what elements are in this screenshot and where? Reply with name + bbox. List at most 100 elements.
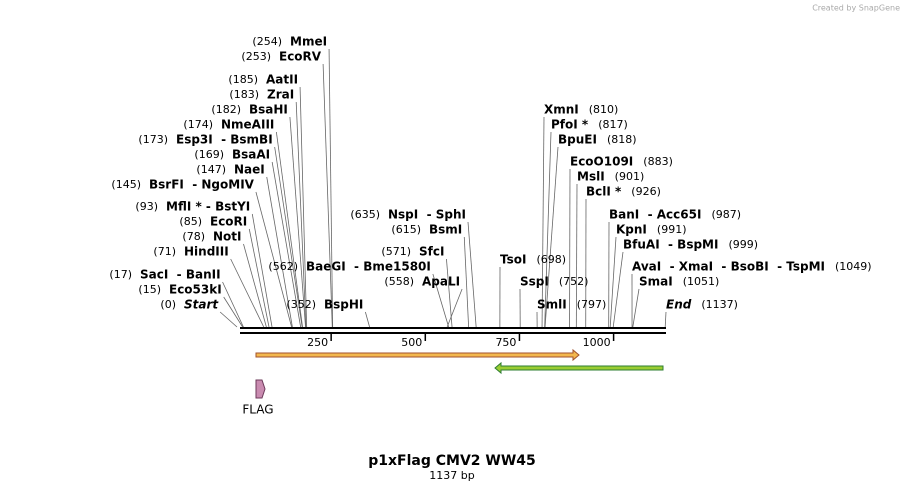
site-name: NspI - SphI (388, 208, 466, 222)
feature-label: FLAG (242, 403, 273, 417)
site-name: HindIII (184, 245, 229, 259)
site-position: (901) (615, 170, 645, 183)
site-position: (352) (286, 298, 316, 311)
site-position: (752) (559, 275, 589, 288)
site-connector (544, 131, 552, 328)
site-position: (145) (111, 178, 141, 191)
site-name: EcoO109I (570, 155, 633, 169)
site-position: (183) (229, 88, 259, 101)
site-position: (883) (643, 155, 673, 168)
site-name: SmlI (537, 298, 567, 312)
site-position: (1051) (683, 275, 720, 288)
site-name: NotI (213, 230, 242, 244)
site-position: (818) (607, 133, 637, 146)
tick-label: 250 (307, 336, 328, 349)
site-connector (664, 311, 667, 328)
site-position: (173) (138, 133, 168, 146)
site-name: NaeI (234, 163, 265, 177)
site-name: ZraI (267, 88, 294, 102)
feature-arrow (255, 348, 580, 362)
site-name: BclI * (586, 185, 622, 199)
site-connector (219, 311, 238, 328)
site-position: (169) (194, 148, 224, 161)
site-position: (817) (598, 118, 628, 131)
site-position: (185) (228, 73, 258, 86)
site-connector (575, 183, 578, 328)
site-name: EcoRV (279, 50, 322, 64)
tick-label: 500 (401, 336, 422, 349)
site-name: Esp3I - BsmBI (176, 133, 273, 147)
site-name: MflI * - BstYI (166, 200, 250, 214)
site-name: BsmI (429, 223, 462, 237)
site-connector (463, 236, 470, 328)
site-name: MslI (577, 170, 605, 184)
site-name: KpnI (616, 223, 647, 237)
flag-feature (255, 379, 266, 399)
site-name: XmnI (544, 103, 579, 117)
site-connector (322, 63, 333, 328)
site-connector (255, 191, 292, 328)
site-name: BsaHI (249, 103, 288, 117)
site-connector (544, 146, 559, 328)
site-name: AvaI - XmaI - BsoBI - TspMI (632, 260, 825, 274)
site-name: BaeGI - Bme1580I (306, 260, 431, 274)
site-name: TsoI (500, 253, 526, 267)
site-name: Eco53kI (169, 283, 222, 297)
tick-label: 1000 (583, 336, 611, 349)
site-name: ApaLI (422, 275, 460, 289)
site-connector (446, 288, 463, 328)
site-position: (147) (196, 163, 226, 176)
map-title: p1xFlag CMV2 WW45 (368, 453, 536, 469)
site-connector (365, 311, 370, 328)
site-position: (1137) (701, 298, 738, 311)
site-connector (248, 228, 270, 328)
site-name: EcoRI (210, 215, 247, 229)
site-name: BsrFI - NgoMIV (149, 178, 255, 192)
site-connector (271, 161, 302, 328)
site-name: BspHI (324, 298, 363, 312)
site-position: (987) (711, 208, 741, 221)
site-connector (289, 116, 306, 328)
site-position: (926) (631, 185, 661, 198)
site-position: (1049) (835, 260, 872, 273)
site-position: (254) (252, 35, 282, 48)
site-name: SmaI (639, 275, 673, 289)
map-length: 1137 bp (429, 469, 474, 482)
site-name: BfuAI - BspMI (623, 238, 718, 252)
site-position: (797) (577, 298, 607, 311)
site-position: (698) (536, 253, 566, 266)
site-connector (275, 131, 303, 328)
site-connector (243, 243, 267, 328)
site-name: AatII (266, 73, 298, 87)
site-position: (635) (350, 208, 380, 221)
credit: Created by SnapGene (812, 4, 900, 13)
site-position: (615) (391, 223, 421, 236)
site-position: (93) (135, 200, 158, 213)
site-connector (223, 296, 243, 328)
site-name: End (666, 298, 692, 312)
site-name: MmeI (290, 35, 327, 49)
site-connector (222, 281, 244, 328)
site-position: (174) (183, 118, 213, 131)
site-position: (562) (268, 260, 298, 273)
site-connector (467, 221, 477, 328)
site-connector (632, 288, 640, 328)
site-name: BsaAI (232, 148, 270, 162)
site-connector (328, 48, 334, 328)
site-connector (446, 258, 453, 328)
site-name: SacI - BanII (140, 268, 221, 282)
site-position: (85) (179, 215, 202, 228)
site-position: (253) (241, 50, 271, 63)
site-name: SspI (520, 275, 549, 289)
site-position: (999) (728, 238, 758, 251)
site-connector (230, 258, 265, 328)
site-connector (612, 251, 624, 328)
site-name: SfcI (419, 245, 444, 259)
site-connector (251, 213, 273, 328)
site-position: (810) (589, 103, 619, 116)
feature-arrow (494, 361, 664, 375)
tick-label: 750 (495, 336, 516, 349)
site-name: NmeAIII (221, 118, 274, 132)
